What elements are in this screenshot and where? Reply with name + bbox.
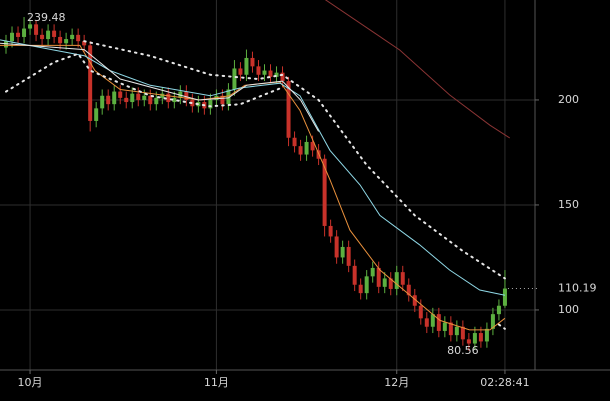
candle-body [448, 322, 453, 336]
candle-body [430, 314, 435, 327]
candle-body [418, 305, 423, 319]
candle-body [184, 91, 189, 100]
candle-body [46, 30, 51, 40]
y-tick-label: 100 [558, 303, 579, 316]
candle-body [400, 272, 405, 285]
candle-body [346, 246, 351, 266]
candle-body [478, 333, 483, 342]
candle-body [496, 305, 501, 315]
candle-body [376, 267, 381, 287]
candle-body [490, 314, 495, 329]
candle-body [106, 95, 111, 105]
candle-body [424, 318, 429, 327]
y-tick-label: 200 [558, 93, 579, 106]
candle-body [502, 288, 507, 306]
candle-body [112, 91, 117, 105]
candle-body [82, 41, 87, 46]
min-label: 80.56 [447, 344, 479, 357]
candle-body [232, 68, 237, 90]
candle-body [160, 93, 165, 98]
candle-body [16, 32, 21, 37]
max-label: 239.48 [27, 11, 66, 24]
candle-body [130, 93, 135, 103]
candle-body [28, 24, 33, 29]
candle-body [268, 70, 273, 77]
x-tick-label: 12月 [384, 376, 409, 389]
candle-body [76, 34, 81, 42]
band-line [5, 52, 506, 330]
candle-body [70, 34, 75, 40]
band-line [83, 40, 506, 280]
candle-body [4, 41, 9, 48]
candle-body [244, 57, 249, 75]
candle-body [118, 91, 123, 98]
candle-body [136, 93, 141, 100]
ma-line [324, 0, 511, 139]
y-tick-label: 150 [558, 198, 579, 211]
candle-body [304, 141, 309, 155]
candle-body [328, 225, 333, 237]
candle-body [148, 95, 153, 105]
candle-body [124, 97, 129, 103]
plot-area [0, 0, 511, 351]
candle-body [220, 95, 225, 105]
candle-body [406, 284, 411, 296]
x-tick-label: 02:28:41 [480, 376, 529, 389]
candle-body [340, 246, 345, 258]
ma-line [0, 42, 320, 132]
candle-body [154, 97, 159, 105]
candle-body [250, 57, 255, 67]
last-price-label: 110.19 [558, 282, 597, 295]
candle-body [52, 30, 57, 37]
candle-body [100, 95, 105, 109]
candle-body [94, 108, 99, 121]
candle-body [274, 72, 279, 77]
candle-body [310, 141, 315, 151]
candle-body [256, 66, 261, 75]
x-tick-label: 11月 [204, 376, 229, 389]
candle-body [442, 322, 447, 331]
candle-body [436, 314, 441, 331]
candle-body [280, 72, 285, 82]
candle-body [382, 278, 387, 287]
ma-line [0, 44, 506, 331]
candle-body [454, 326, 459, 336]
candle-body [394, 272, 399, 289]
candle-body [262, 70, 267, 75]
candle-body [322, 158, 327, 226]
candle-body [364, 276, 369, 294]
candle-body [58, 36, 63, 44]
candle-body [88, 45, 93, 121]
candle-body [226, 89, 231, 105]
candle-body [370, 267, 375, 277]
candle-body [472, 333, 477, 344]
candle-body [10, 32, 15, 42]
candle-body [466, 339, 471, 344]
candle-body [412, 295, 417, 306]
candle-body [460, 326, 465, 340]
axes: 100 150 200 10月 11月 12月 02:28:41 [0, 0, 610, 389]
candle-body [352, 265, 357, 285]
candle-body [358, 284, 363, 294]
candle-body [22, 28, 27, 37]
candle-body [484, 328, 489, 342]
candle-body [166, 93, 171, 103]
ma-line [0, 39, 506, 296]
candle-body [34, 24, 39, 35]
candle-body [172, 97, 177, 103]
candle-body [298, 146, 303, 155]
candle-body [64, 39, 69, 44]
candle-body [208, 99, 213, 109]
candle-body [40, 34, 45, 40]
candle-body [334, 236, 339, 258]
candle-body [142, 95, 147, 100]
candle-body [388, 278, 393, 289]
x-tick-label: 10月 [18, 376, 43, 389]
candle-body [238, 68, 243, 75]
candle-body [292, 137, 297, 147]
candle-body [286, 81, 291, 138]
